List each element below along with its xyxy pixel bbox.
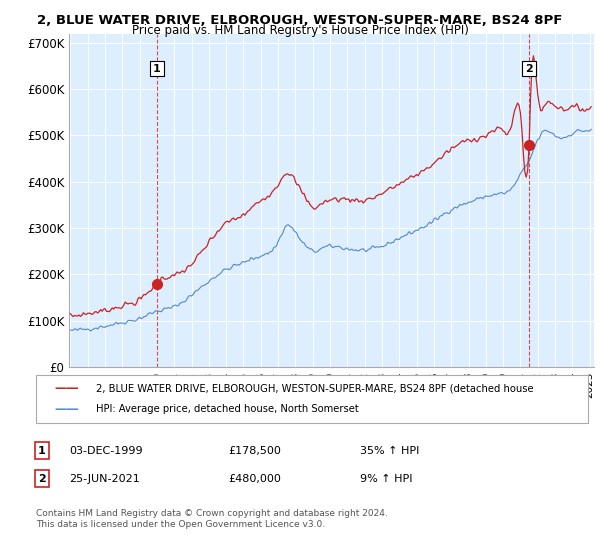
Text: 25-JUN-2021: 25-JUN-2021 bbox=[69, 474, 140, 484]
Text: 1: 1 bbox=[38, 446, 46, 456]
Text: 2: 2 bbox=[525, 64, 533, 73]
Text: 2, BLUE WATER DRIVE, ELBOROUGH, WESTON-SUPER-MARE, BS24 8PF (detached house: 2, BLUE WATER DRIVE, ELBOROUGH, WESTON-S… bbox=[96, 384, 533, 394]
Text: 2: 2 bbox=[38, 474, 46, 484]
Text: 9% ↑ HPI: 9% ↑ HPI bbox=[360, 474, 413, 484]
Text: 2, BLUE WATER DRIVE, ELBOROUGH, WESTON-SUPER-MARE, BS24 8PF: 2, BLUE WATER DRIVE, ELBOROUGH, WESTON-S… bbox=[37, 14, 563, 27]
Text: ——: —— bbox=[54, 403, 79, 416]
Text: 35% ↑ HPI: 35% ↑ HPI bbox=[360, 446, 419, 456]
Text: £480,000: £480,000 bbox=[228, 474, 281, 484]
Text: HPI: Average price, detached house, North Somerset: HPI: Average price, detached house, Nort… bbox=[96, 404, 359, 414]
Text: This data is licensed under the Open Government Licence v3.0.: This data is licensed under the Open Gov… bbox=[36, 520, 325, 529]
Text: 03-DEC-1999: 03-DEC-1999 bbox=[69, 446, 143, 456]
Text: 1: 1 bbox=[153, 64, 161, 73]
Text: ——: —— bbox=[54, 382, 79, 395]
Text: £178,500: £178,500 bbox=[228, 446, 281, 456]
Text: Contains HM Land Registry data © Crown copyright and database right 2024.: Contains HM Land Registry data © Crown c… bbox=[36, 509, 388, 518]
Text: Price paid vs. HM Land Registry's House Price Index (HPI): Price paid vs. HM Land Registry's House … bbox=[131, 24, 469, 37]
